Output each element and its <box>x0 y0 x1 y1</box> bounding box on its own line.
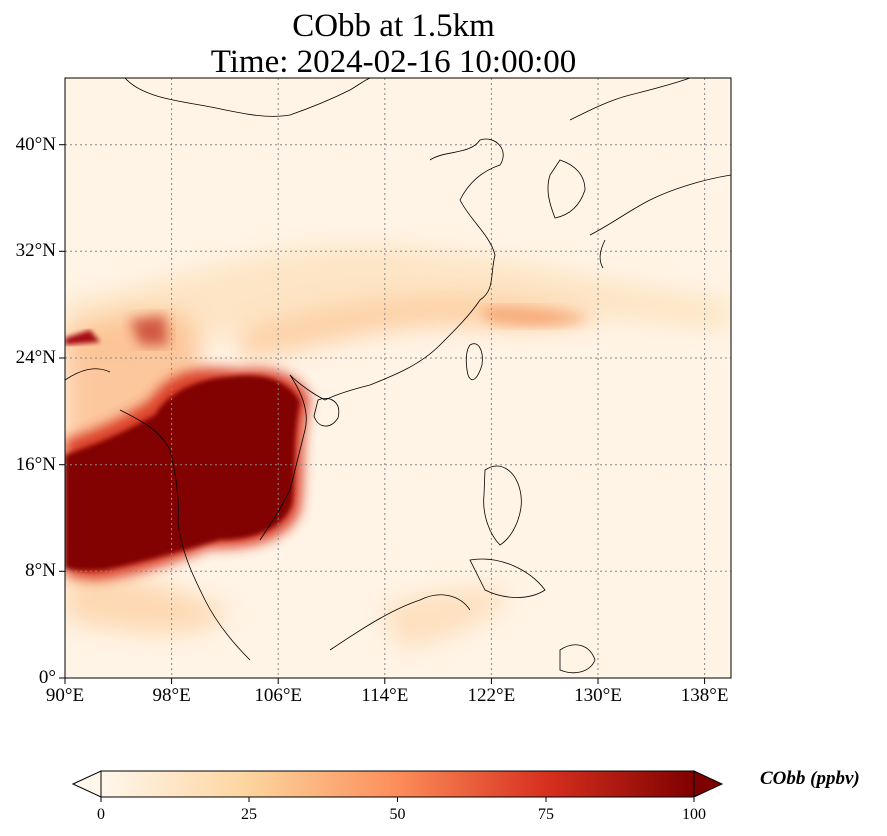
colorbar-gradient <box>100 770 695 798</box>
axis-ticks <box>59 144 706 684</box>
map-title-line-1: CObb at 1.5km <box>292 8 495 44</box>
colorbar-min-extend <box>71 770 102 798</box>
lon-tick-label: 122°E <box>467 685 516 706</box>
lat-tick-label: 16°N <box>15 454 56 475</box>
colorbar-max-extend <box>693 770 724 798</box>
lon-tick-label: 90°E <box>45 685 85 706</box>
coastlines <box>65 78 731 674</box>
lat-tick-label: 8°N <box>25 560 56 581</box>
lat-tick-label: 0° <box>38 667 56 688</box>
colorbar-tick-label: 50 <box>389 806 406 823</box>
concentration-field <box>65 244 731 650</box>
gridlines <box>65 78 731 678</box>
lat-tick-label: 40°N <box>15 134 56 155</box>
colorbar-title: CObb (ppbv) <box>760 768 860 789</box>
map-frame <box>64 77 732 679</box>
map-title-line-2: Time: 2024-02-16 10:00:00 <box>210 44 577 80</box>
colorbar-tick-label: 25 <box>241 806 257 823</box>
lat-tick-label: 24°N <box>15 347 56 368</box>
lon-tick-label: 98°E <box>152 685 191 706</box>
lon-tick-label: 130°E <box>574 685 622 706</box>
colorbar-tick-label: 75 <box>538 806 554 823</box>
colorbar <box>71 770 724 802</box>
lon-tick-label: 138°E <box>680 685 729 706</box>
lon-tick-label: 114°E <box>361 685 409 706</box>
lon-tick-label: 106°E <box>254 685 303 706</box>
colorbar-tick-label: 100 <box>682 806 706 823</box>
lat-tick-label: 32°N <box>15 240 56 261</box>
colorbar-tick-label: 0 <box>97 806 105 823</box>
